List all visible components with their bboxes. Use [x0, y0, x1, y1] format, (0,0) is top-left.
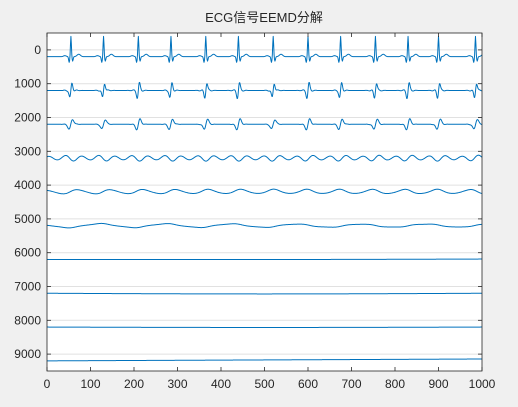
y-axis: 0 1000 2000 3000 4000 5000 6000 7000 8000 9000: [14, 43, 482, 361]
imf-line-5: [46, 188, 483, 195]
imf-line-8: [46, 292, 483, 295]
imf-line-2: [46, 81, 483, 99]
x-axis: 0 100 200 300 400 500 600 700 800 900 1000: [44, 33, 496, 391]
x-tick-label: 300: [167, 377, 187, 391]
imf-line-4: [46, 154, 483, 162]
y-tick-label: 9000: [14, 347, 41, 361]
y-tick-label: 8000: [14, 313, 41, 327]
imf-line-1: [46, 35, 483, 63]
x-tick-label: 1000: [469, 377, 496, 391]
y-tick-label: 1000: [14, 77, 41, 91]
x-tick-label: 0: [44, 377, 51, 391]
imf-line-3: [46, 118, 483, 131]
imf-line-7: [46, 258, 483, 261]
y-tick-label: 3000: [14, 144, 41, 158]
imf-series: [46, 35, 483, 362]
x-tick-label: 200: [124, 377, 144, 391]
y-tick-label: 6000: [14, 246, 41, 260]
x-tick-label: 500: [254, 377, 274, 391]
x-tick-label: 400: [211, 377, 231, 391]
y-tick-label: 2000: [14, 111, 41, 125]
x-tick-label: 700: [341, 377, 361, 391]
y-tick-label: 7000: [14, 280, 41, 294]
chart-title: ECG信号EEMD分解: [205, 10, 323, 25]
plot-area: [47, 33, 482, 371]
x-tick-label: 900: [428, 377, 448, 391]
grid-lines: [47, 49, 482, 355]
imf-line-6: [46, 222, 483, 229]
y-tick-label: 4000: [14, 178, 41, 192]
y-tick-label: 5000: [14, 212, 41, 226]
x-tick-label: 600: [298, 377, 318, 391]
imf-line-10: [46, 358, 483, 362]
y-tick-label: 0: [34, 43, 41, 57]
x-tick-label: 800: [385, 377, 405, 391]
x-tick-label: 100: [80, 377, 100, 391]
